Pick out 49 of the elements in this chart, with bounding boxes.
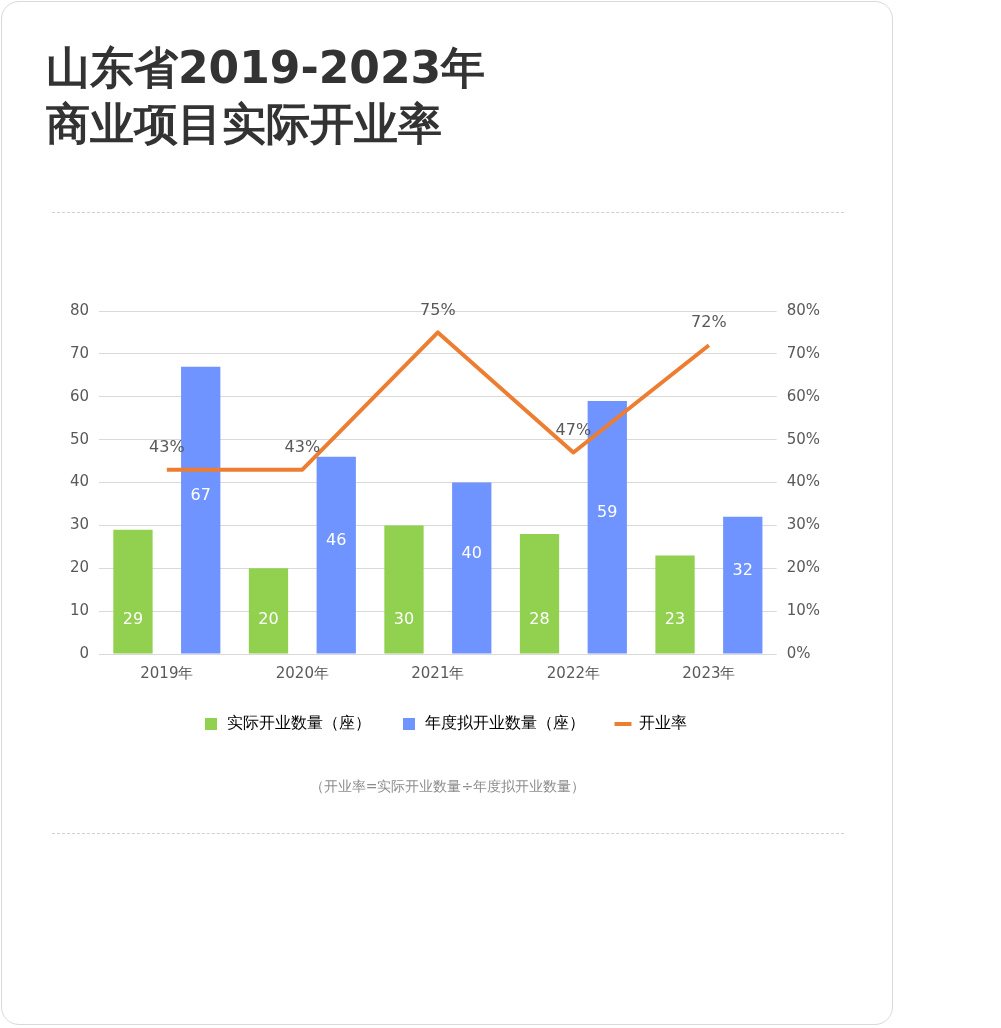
bar	[384, 525, 424, 654]
bar	[723, 516, 763, 654]
data-label: 46	[326, 530, 347, 550]
text: （开业率=实际开业数量÷年度拟开业数量）	[308, 778, 587, 796]
data-label: 28	[529, 608, 550, 628]
data-label: 72%	[691, 312, 727, 332]
data-label: 32	[732, 560, 753, 580]
x-tick-label: 2021年	[411, 663, 465, 682]
y2-tick-label: 50%	[786, 429, 820, 448]
y-tick-label: 60	[69, 386, 90, 405]
bar	[655, 555, 695, 654]
data-label: 59	[597, 502, 618, 522]
y-tick-label: 70	[69, 343, 90, 362]
y-tick-label: 10	[69, 601, 90, 620]
y2-tick-label: 60%	[786, 386, 820, 405]
y2-tick-label: 0%	[786, 643, 811, 662]
legend-label: 年度拟开业数量（座）	[425, 713, 585, 733]
data-label: 20	[258, 608, 279, 628]
bar	[452, 482, 492, 654]
bar	[519, 533, 560, 654]
y2-tick-label: 70%	[786, 343, 820, 362]
y-tick-label: 30	[69, 515, 90, 534]
x-tick-label: 2020年	[275, 663, 329, 682]
bar	[316, 456, 356, 654]
y-tick-label: 80	[69, 300, 90, 319]
data-label: 40	[461, 543, 482, 563]
legend-label: 开业率	[639, 713, 687, 733]
x-tick-label: 2019年	[140, 663, 194, 682]
y2-tick-label: 30%	[786, 515, 820, 534]
y2-tick-label: 40%	[786, 472, 820, 491]
y-tick-label: 50	[69, 429, 90, 448]
legend-label: 实际开业数量（座）	[227, 713, 371, 733]
bar	[248, 568, 289, 654]
y-tick-label: 40	[69, 472, 90, 491]
data-label: 67	[190, 485, 211, 505]
data-label: 75%	[420, 299, 456, 319]
x-tick-label: 2023年	[682, 663, 736, 682]
y-tick-label: 20	[69, 558, 90, 577]
y2-tick-label: 80%	[786, 300, 820, 319]
x-tick-label: 2022年	[546, 663, 600, 682]
y-tick-label: 0	[79, 643, 90, 662]
data-label: 23	[664, 608, 686, 628]
data-label: 43%	[284, 436, 321, 456]
y2-tick-label: 20%	[786, 558, 820, 577]
bar	[113, 529, 153, 654]
chart-title: 山东省2019-2023年商业项目实际开业率	[46, 41, 487, 151]
y2-tick-label: 10%	[786, 601, 820, 620]
data-label: 30	[393, 608, 415, 628]
data-label: 29	[122, 608, 144, 628]
